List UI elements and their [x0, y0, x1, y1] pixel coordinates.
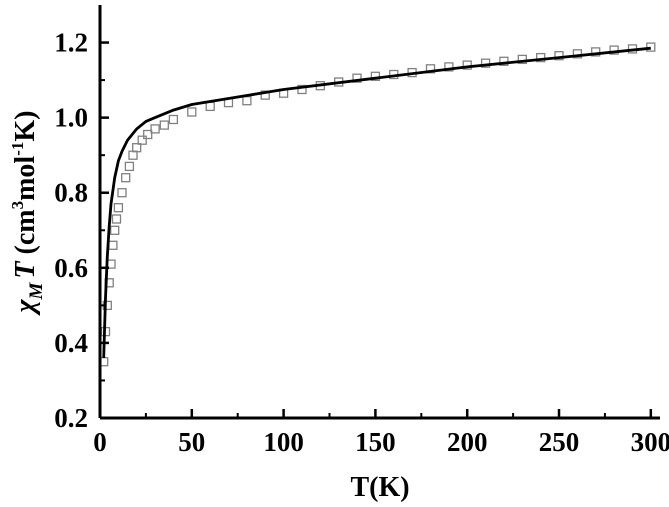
- data-point: [572, 49, 583, 59]
- y-tick-label: 0.2: [54, 403, 88, 433]
- x-tick-label: 200: [447, 427, 488, 457]
- x-tick-label: 50: [178, 427, 205, 457]
- data-point: [117, 188, 127, 198]
- y-tick-label: 1.0: [54, 103, 88, 133]
- data-point: [242, 96, 252, 106]
- y-axis-title-chi: χ: [10, 299, 41, 317]
- x-tick-label: 0: [93, 427, 107, 457]
- data-point: [124, 161, 135, 172]
- y-axis-title-units-mid: mol: [10, 156, 41, 201]
- data-point: [646, 42, 656, 52]
- x-axis-title: T(K): [350, 472, 409, 502]
- x-tick-label: 150: [355, 427, 396, 457]
- y-axis-title-units-sup1: 3: [8, 201, 27, 210]
- y-tick-label: 0.8: [54, 178, 88, 208]
- data-point: [536, 52, 546, 63]
- x-tick-label: 300: [631, 427, 669, 457]
- x-tick-label: 100: [263, 427, 304, 457]
- data-point: [554, 51, 564, 61]
- data-point: [499, 56, 509, 66]
- fit-line: [102, 46, 651, 358]
- y-axis-title-T: T: [10, 260, 41, 279]
- data-point: [159, 120, 169, 130]
- data-point: [143, 129, 153, 140]
- y-tick-label: 0.6: [54, 253, 88, 283]
- y-axis-title-units-close: K): [10, 111, 41, 142]
- data-point: [121, 173, 131, 183]
- data-point: [108, 240, 118, 250]
- data-point: [480, 58, 491, 68]
- y-tick-label: 1.2: [54, 28, 88, 58]
- data-point: [137, 135, 147, 145]
- data-point: [150, 124, 160, 134]
- data-point: [205, 101, 215, 112]
- data-point: [591, 47, 601, 57]
- data-point: [444, 62, 454, 72]
- data-point: [111, 214, 122, 224]
- data-point: [132, 143, 142, 153]
- y-tick-label: 0.4: [54, 328, 88, 358]
- y-axis-title: χMT (cm3mol-1K): [8, 111, 47, 317]
- x-tick-label: 250: [539, 427, 580, 457]
- data-point: [128, 150, 138, 160]
- data-point: [609, 45, 619, 55]
- data-point: [113, 203, 124, 213]
- data-point: [187, 107, 197, 117]
- y-axis-title-units-sup2: -1: [8, 142, 27, 156]
- y-axis-title-chi-subscript: M: [26, 281, 47, 300]
- data-point: [110, 225, 120, 235]
- data-point: [168, 114, 179, 125]
- y-axis-title-units-open: (cm: [10, 209, 41, 261]
- data-point: [517, 54, 527, 65]
- data-point: [297, 84, 307, 95]
- data-point: [352, 73, 362, 83]
